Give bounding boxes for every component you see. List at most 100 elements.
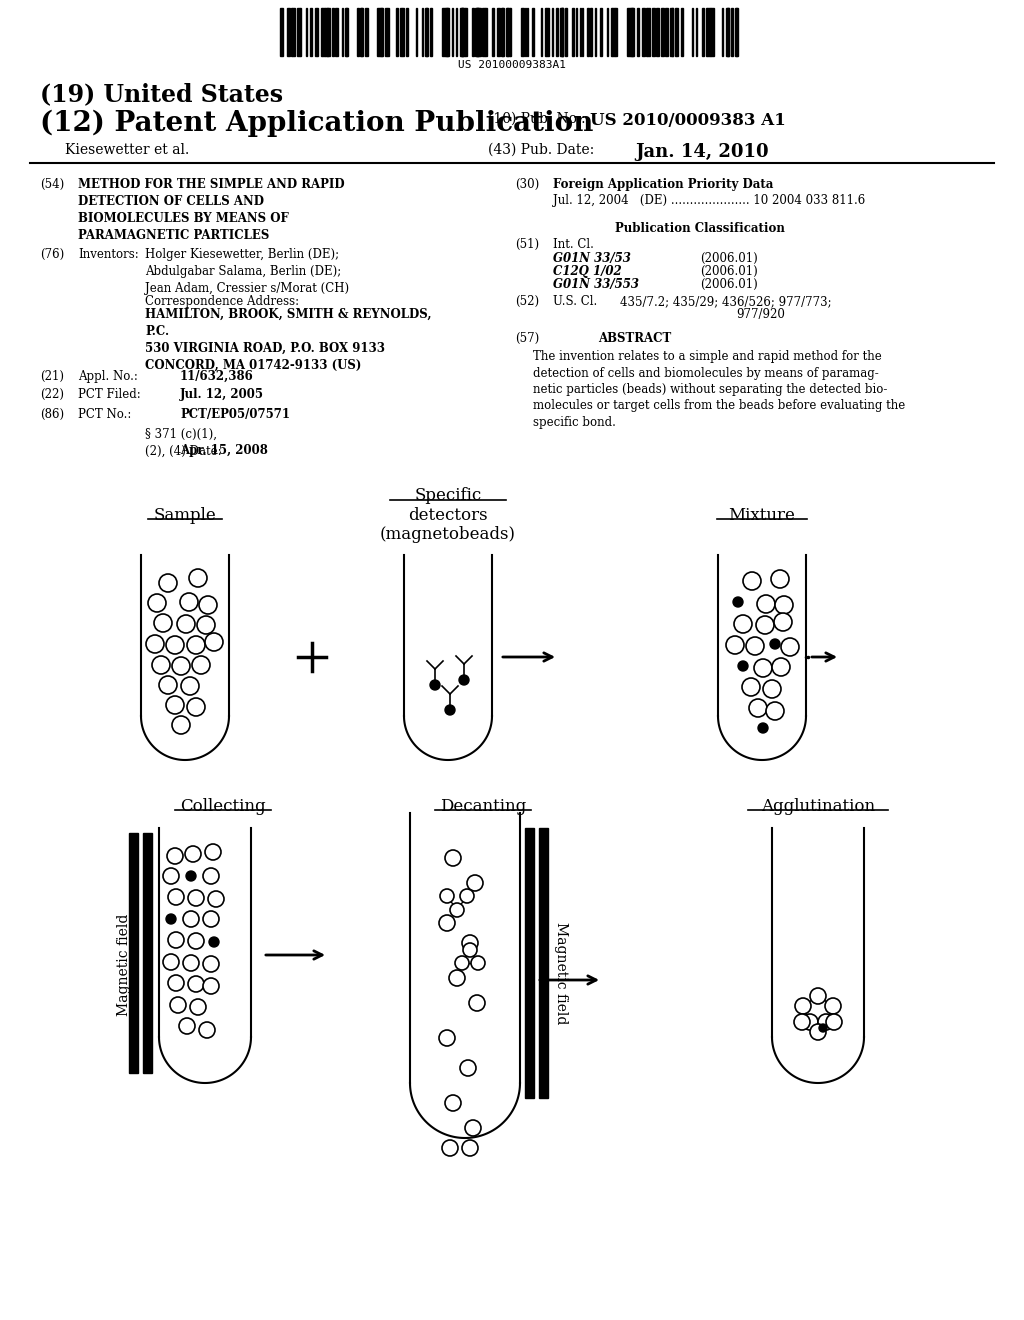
Circle shape <box>146 635 164 653</box>
Text: Apr. 15, 2008: Apr. 15, 2008 <box>180 444 268 457</box>
Circle shape <box>794 1014 810 1030</box>
Bar <box>310 8 312 55</box>
Bar <box>561 8 563 55</box>
Bar <box>546 8 549 55</box>
Bar <box>396 8 398 55</box>
Text: (86): (86) <box>40 408 65 421</box>
Bar <box>315 8 317 55</box>
Bar <box>556 8 558 55</box>
Text: Inventors:: Inventors: <box>78 248 138 261</box>
Text: (12) Patent Application Publication: (12) Patent Application Publication <box>40 110 593 137</box>
Circle shape <box>467 875 483 891</box>
Circle shape <box>168 975 184 991</box>
Circle shape <box>757 595 775 612</box>
Circle shape <box>183 954 199 972</box>
Bar <box>670 8 673 55</box>
Circle shape <box>450 903 464 917</box>
Circle shape <box>756 616 774 634</box>
Text: § 371 (c)(1),
(2), (4) Date:: § 371 (c)(1), (2), (4) Date: <box>145 428 221 458</box>
Text: Publication Classification: Publication Classification <box>615 222 784 235</box>
Text: (52): (52) <box>515 294 539 308</box>
Text: Sample: Sample <box>154 507 216 524</box>
Circle shape <box>183 911 199 927</box>
Circle shape <box>152 656 170 675</box>
Circle shape <box>463 942 477 957</box>
Circle shape <box>168 932 184 948</box>
Circle shape <box>810 1024 826 1040</box>
Circle shape <box>159 574 177 591</box>
Bar <box>521 8 524 55</box>
Circle shape <box>772 657 790 676</box>
Bar <box>665 8 668 55</box>
Bar <box>565 8 567 55</box>
Bar <box>615 8 617 55</box>
Circle shape <box>209 937 219 946</box>
Bar <box>707 8 710 55</box>
Bar <box>702 8 705 55</box>
Circle shape <box>771 570 790 587</box>
Bar <box>345 8 348 55</box>
Circle shape <box>733 597 743 607</box>
Bar <box>460 8 463 55</box>
Circle shape <box>148 594 166 612</box>
Circle shape <box>462 1140 478 1156</box>
Circle shape <box>190 999 206 1015</box>
Text: Jan. 14, 2010: Jan. 14, 2010 <box>635 143 769 161</box>
Text: Specific
detectors
(magnetobeads): Specific detectors (magnetobeads) <box>380 487 516 544</box>
Bar <box>476 8 479 55</box>
Circle shape <box>465 1119 481 1137</box>
Bar <box>365 8 368 55</box>
Bar <box>385 8 387 55</box>
Text: (21): (21) <box>40 370 63 383</box>
Circle shape <box>826 1014 842 1030</box>
Bar <box>485 8 487 55</box>
Circle shape <box>430 680 440 690</box>
Bar <box>612 8 615 55</box>
Text: 977/920: 977/920 <box>736 308 785 321</box>
Circle shape <box>187 698 205 715</box>
Bar <box>475 8 478 55</box>
Text: Decanting: Decanting <box>440 799 526 814</box>
Bar <box>322 8 325 55</box>
Bar <box>477 8 480 55</box>
Bar <box>731 8 733 55</box>
Bar <box>129 833 138 1073</box>
Text: Magnetic field: Magnetic field <box>117 913 131 1016</box>
Bar <box>642 8 645 55</box>
Circle shape <box>445 850 461 866</box>
Circle shape <box>738 661 748 671</box>
Circle shape <box>177 615 195 634</box>
Text: (57): (57) <box>515 333 540 345</box>
Bar <box>292 8 295 55</box>
Bar <box>335 8 338 55</box>
Circle shape <box>726 636 744 653</box>
Bar <box>280 8 283 55</box>
Circle shape <box>439 1030 455 1045</box>
Circle shape <box>742 678 760 696</box>
Circle shape <box>154 614 172 632</box>
Bar <box>507 8 510 55</box>
Circle shape <box>203 978 219 994</box>
Text: Jul. 12, 2004   (DE) ..................... 10 2004 033 811.6: Jul. 12, 2004 (DE) .....................… <box>553 194 865 207</box>
Bar <box>445 8 449 55</box>
Bar <box>711 8 714 55</box>
Text: (10) Pub. No.:: (10) Pub. No.: <box>488 112 586 125</box>
Text: US 20100009383A1: US 20100009383A1 <box>458 59 566 70</box>
Bar <box>402 8 404 55</box>
Circle shape <box>172 657 190 675</box>
Circle shape <box>185 846 201 862</box>
Bar <box>381 8 383 55</box>
Circle shape <box>459 675 469 685</box>
Bar <box>726 8 729 55</box>
Circle shape <box>781 638 799 656</box>
Bar <box>287 8 290 55</box>
Text: Collecting: Collecting <box>180 799 266 814</box>
Circle shape <box>203 869 219 884</box>
Circle shape <box>168 888 184 906</box>
Text: (2006.01): (2006.01) <box>700 252 758 265</box>
Bar <box>652 8 655 55</box>
Bar <box>327 8 330 55</box>
Text: (22): (22) <box>40 388 63 401</box>
Text: (2006.01): (2006.01) <box>700 265 758 279</box>
Circle shape <box>180 593 198 611</box>
